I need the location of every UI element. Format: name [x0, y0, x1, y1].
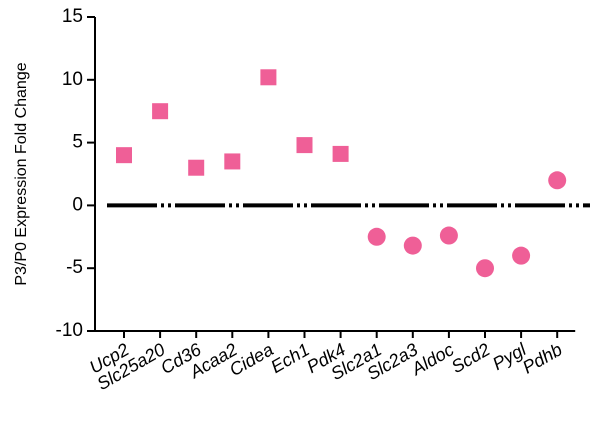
y-tick-label: -10: [56, 320, 83, 341]
y-axis-label: P3/P0 Expression Fold Change: [13, 62, 30, 285]
square-marker: [116, 147, 132, 164]
y-tick-label: 0: [72, 194, 83, 215]
x-tick-label: Pdhb: [519, 339, 565, 377]
x-tick-label: Scd2: [448, 339, 494, 377]
square-marker: [188, 159, 205, 176]
y-tick-label: 10: [62, 69, 83, 90]
square-marker: [152, 103, 169, 120]
y-tick-label: 5: [72, 132, 83, 153]
square-marker: [260, 69, 277, 86]
circle-marker: [548, 171, 567, 190]
circle-marker: [403, 236, 422, 255]
square-marker: [296, 137, 313, 154]
circle-marker: [476, 259, 494, 278]
square-marker: [332, 145, 349, 162]
circle-marker: [367, 227, 386, 246]
square-marker: [224, 153, 241, 170]
y-tick-label: 15: [62, 6, 83, 27]
circle-marker: [439, 226, 458, 245]
y-tick-label: -5: [66, 257, 83, 278]
circle-marker: [512, 246, 531, 265]
